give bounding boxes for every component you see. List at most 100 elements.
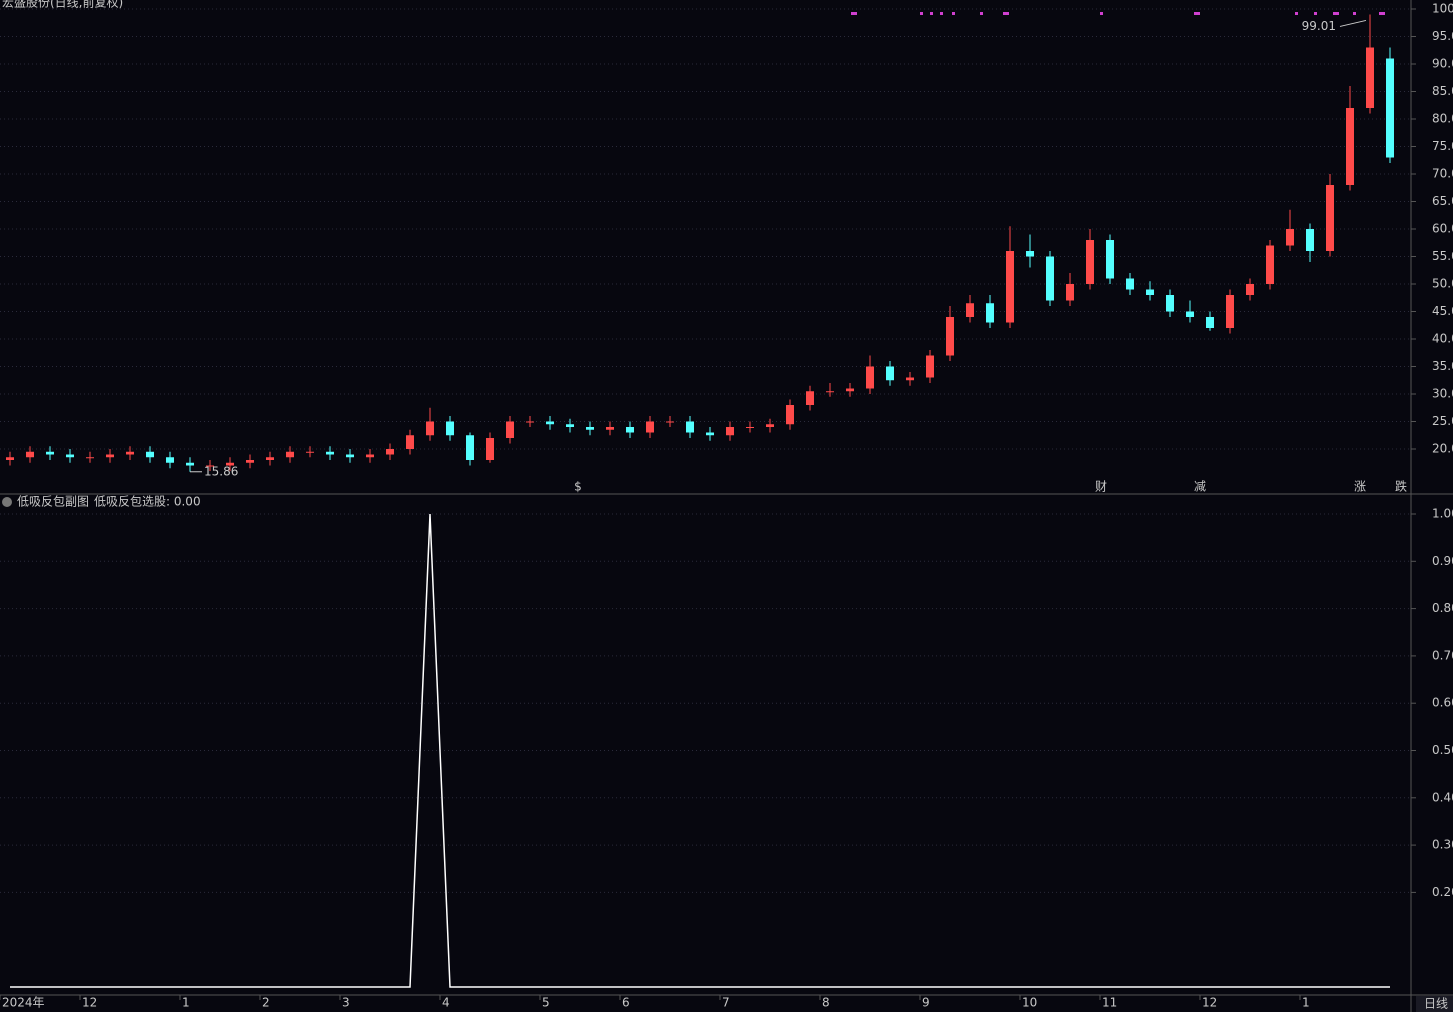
- x-tick-label: 2024年: [2, 996, 45, 1010]
- candle-body: [586, 427, 594, 430]
- y-tick-label: 0.60: [1432, 696, 1453, 710]
- candle-body: [846, 388, 854, 392]
- low-annotation: 15.86: [204, 464, 238, 478]
- x-tick-label: 9: [922, 996, 930, 1010]
- candle-body: [966, 303, 974, 317]
- candle-body: [886, 366, 894, 381]
- candle-body: [1226, 295, 1234, 328]
- candle-body: [906, 377, 914, 381]
- candle-body: [766, 424, 774, 427]
- candle-body: [926, 355, 934, 378]
- y-tick-label: 95.00: [1432, 29, 1453, 43]
- annotation-arrow: [1339, 19, 1367, 27]
- candle-body: [1266, 245, 1274, 284]
- candle-body: [946, 317, 954, 356]
- candle-body: [666, 421, 674, 423]
- x-tick-label: 3: [342, 996, 350, 1010]
- candle-body: [1306, 229, 1314, 251]
- y-tick-label: 45.00: [1432, 304, 1453, 318]
- candle-body: [486, 438, 494, 460]
- y-tick-label: 40.00: [1432, 332, 1453, 346]
- indicator-line: [10, 513, 1390, 988]
- x-tick-label: 8: [822, 996, 830, 1010]
- y-tick-label: 70.00: [1432, 167, 1453, 181]
- y-tick-label: 0.90: [1432, 554, 1453, 568]
- candle-body: [1066, 284, 1074, 301]
- candle-body: [106, 454, 114, 458]
- candle-body: [1086, 240, 1094, 284]
- y-tick-label: 55.00: [1432, 249, 1453, 263]
- x-tick-label: 1: [1302, 996, 1310, 1010]
- candle-body: [506, 421, 514, 438]
- y-tick-label: 0.40: [1432, 790, 1453, 804]
- candle-body: [646, 421, 654, 433]
- candle-body: [1346, 108, 1354, 185]
- candle-body: [1246, 284, 1254, 295]
- x-tick-label: 7: [722, 996, 730, 1010]
- y-tick-label: 35.00: [1432, 359, 1453, 373]
- candle-body: [26, 451, 34, 458]
- candle-body: [1046, 256, 1054, 301]
- y-tick-label: 65.00: [1432, 194, 1453, 208]
- candle-body: [426, 421, 434, 436]
- candle-body: [126, 451, 134, 455]
- candle-body: [1106, 240, 1114, 279]
- period-label[interactable]: 日线: [1424, 997, 1448, 1011]
- panel-title: 低吸反包副图: [17, 495, 89, 509]
- x-tick-label: 5: [542, 996, 550, 1010]
- y-tick-label: 1.00: [1432, 507, 1453, 521]
- event-marker: 财: [1095, 480, 1107, 494]
- y-tick-label: 0.50: [1432, 743, 1453, 757]
- candle-body: [806, 391, 814, 405]
- x-tick-label: 6: [622, 996, 630, 1010]
- candle-body: [1206, 317, 1214, 328]
- y-tick-label: 60.00: [1432, 222, 1453, 236]
- event-marker: $: [574, 480, 582, 494]
- collapse-toggle[interactable]: [2, 497, 12, 507]
- y-tick-label: 20.00: [1432, 442, 1453, 456]
- candle-body: [866, 366, 874, 389]
- candle-body: [406, 435, 414, 449]
- x-tick-label: 11: [1102, 996, 1117, 1010]
- candle-body: [686, 421, 694, 433]
- candle-body: [286, 451, 294, 458]
- candle-body: [1006, 251, 1014, 323]
- candle-body: [606, 427, 614, 430]
- y-tick-label: 0.20: [1432, 885, 1453, 899]
- candle-body: [186, 462, 194, 466]
- candle-body: [1166, 295, 1174, 312]
- candle-body: [1366, 47, 1374, 108]
- candle-body: [6, 457, 14, 460]
- y-tick-label: 85.00: [1432, 84, 1453, 98]
- y-tick-label: 0.30: [1432, 838, 1453, 852]
- y-tick-label: 90.00: [1432, 57, 1453, 71]
- candle-body: [1286, 229, 1294, 246]
- candle-body: [446, 421, 454, 436]
- candle-body: [346, 454, 354, 458]
- candle-body: [146, 451, 154, 458]
- candle-body: [566, 424, 574, 427]
- candle-body: [986, 303, 994, 323]
- x-tick-label: 4: [442, 996, 450, 1010]
- candle-body: [306, 451, 314, 453]
- candle-body: [1186, 311, 1194, 317]
- candle-body: [1026, 251, 1034, 257]
- candle-body: [466, 435, 474, 460]
- candle-body: [86, 457, 94, 459]
- y-tick-label: 0.70: [1432, 648, 1453, 662]
- candle-body: [1326, 185, 1334, 251]
- y-tick-label: 0.80: [1432, 601, 1453, 615]
- y-tick-label: 25.00: [1432, 414, 1453, 428]
- candle-body: [826, 391, 834, 393]
- y-tick-label: 75.00: [1432, 139, 1453, 153]
- candle-body: [1126, 278, 1134, 290]
- candle-body: [206, 465, 214, 467]
- candle-body: [786, 405, 794, 425]
- candle-body: [166, 457, 174, 463]
- x-tick-label: 10: [1022, 996, 1037, 1010]
- candle-body: [66, 454, 74, 458]
- x-tick-label: 2: [262, 996, 270, 1010]
- period-button[interactable]: [1416, 996, 1453, 1012]
